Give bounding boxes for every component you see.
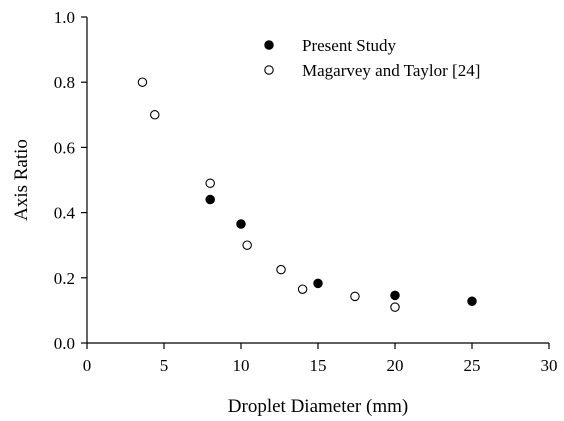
legend-marker — [264, 40, 274, 50]
y-tick-label: 1.0 — [54, 8, 75, 27]
y-tick-label: 0.4 — [54, 204, 76, 223]
legend: Present Study Magarvey and Taylor [24] — [264, 36, 480, 80]
x-tick-label: 20 — [387, 356, 404, 375]
present-study-point — [205, 194, 215, 205]
y-axis-title: Axis Ratio — [11, 139, 32, 221]
magarvey-taylor-point — [276, 264, 286, 275]
legend-label: Magarvey and Taylor [24] — [302, 61, 480, 80]
x-tick-label: 15 — [310, 356, 327, 375]
present-study-point — [236, 219, 246, 229]
magarvey-taylor-point — [150, 110, 160, 120]
legend-label: Present Study — [302, 36, 396, 55]
present-study-point — [467, 296, 477, 307]
x-tick-label: 30 — [541, 356, 558, 375]
magarvey-taylor-point — [390, 302, 400, 312]
magarvey-taylor-point — [297, 284, 308, 294]
magarvey-taylor-point — [350, 291, 360, 302]
y-ticks: 0.0 0.2 0.4 0.6 0.8 1.0 — [54, 8, 87, 353]
x-tick-label: 10 — [233, 356, 250, 375]
magarvey-taylor-point — [137, 77, 148, 87]
x-axis-title: Droplet Diameter (mm) — [228, 396, 408, 417]
present-study-point — [313, 278, 323, 289]
y-tick-label: 0.2 — [54, 269, 75, 288]
y-tick-label: 0.8 — [54, 73, 75, 92]
x-tick-label: 5 — [160, 356, 169, 375]
legend-marker — [264, 65, 274, 75]
y-tick-label: 0.0 — [54, 334, 75, 353]
present-study-point — [390, 290, 400, 301]
y-tick-label: 0.6 — [54, 138, 75, 157]
data-points — [137, 77, 477, 312]
x-tick-label: 0 — [83, 356, 92, 375]
x-tick-label: 25 — [464, 356, 481, 375]
magarvey-taylor-point — [205, 178, 215, 189]
x-ticks: 0 5 10 15 20 25 30 — [83, 343, 558, 375]
magarvey-taylor-point — [242, 240, 252, 250]
